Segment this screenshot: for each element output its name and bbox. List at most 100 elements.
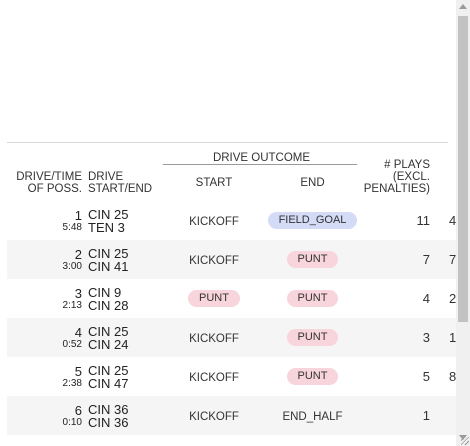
scroll-thumb[interactable] xyxy=(458,16,468,322)
next-column-cell: 4 xyxy=(434,201,456,240)
drive-end-position: TEN 3 xyxy=(88,221,163,234)
drive-table-container: DRIVE OUTCOME # PLAYS (EXCL. PENALTIES) xyxy=(7,142,456,446)
plays-cell: 5 xyxy=(360,357,434,396)
drive-end-position: CIN 28 xyxy=(88,299,163,312)
drive-number: 1 xyxy=(7,209,82,222)
punt-badge: PUNT xyxy=(287,290,339,307)
drive-time-cell: 6 0:10 xyxy=(7,396,88,435)
table-row: 6 0:10 CIN 36 CIN 36 KICKOFF END_HALF 1 xyxy=(7,396,456,435)
drive-start-cell xyxy=(163,435,265,446)
drive-time-cell: 2 3:00 xyxy=(7,240,88,279)
drive-time-cell: 5 2:38 xyxy=(7,357,88,396)
page-viewport: DRIVE OUTCOME # PLAYS (EXCL. PENALTIES) xyxy=(0,0,456,446)
time-of-possession: 3:00 xyxy=(7,261,82,272)
plays-count: 1 xyxy=(423,408,430,423)
plays-cell xyxy=(360,435,434,446)
drive-start-cell: KICKOFF xyxy=(163,201,265,240)
time-of-possession: 2:13 xyxy=(7,300,82,311)
next-column-cell: 8 xyxy=(434,357,456,396)
drive-start-position: CIN 25 xyxy=(88,208,163,221)
drive-start-end-cell: CIN 25 CIN 47 xyxy=(88,357,163,396)
next-column-value: 10 xyxy=(449,330,456,345)
next-column-cell xyxy=(434,435,456,446)
outcome-text: KICKOFF xyxy=(189,333,239,345)
drive-start-end-cell: CIN 25 TEN 3 xyxy=(88,201,163,240)
table-row: 3 2:13 CIN 9 CIN 28 PUNT PUNT 4 2 xyxy=(7,279,456,318)
next-column-value: 7 xyxy=(449,252,456,267)
punt-badge: PUNT xyxy=(287,368,339,385)
drive-start-cell: KICKOFF xyxy=(163,357,265,396)
drive-end-cell: PUNT xyxy=(265,318,360,357)
plays-cell: 4 xyxy=(360,279,434,318)
plays-count: 5 xyxy=(423,369,430,384)
scroll-up-arrow-icon[interactable] xyxy=(459,4,467,9)
plays-count: 4 xyxy=(423,291,430,306)
drive-end-position: CIN 36 xyxy=(88,416,163,429)
drive-start-position: CIN 25 xyxy=(88,325,163,338)
drive-number: 4 xyxy=(7,326,82,339)
punt-badge: PUNT xyxy=(188,290,240,307)
next-column-cell: 10 xyxy=(434,318,456,357)
plays-column-header: # PLAYS (EXCL. PENALTIES) xyxy=(360,142,434,201)
time-of-possession: 2:38 xyxy=(7,378,82,389)
drive-end-cell: PUNT xyxy=(265,357,360,396)
drive-end-cell xyxy=(265,435,360,446)
punt-badge: PUNT xyxy=(287,329,339,346)
drive-start-end-cell: CIN 9 CIN 28 xyxy=(88,279,163,318)
start-end-column-header: DRIVE START/END xyxy=(88,164,163,201)
start-column-header: START xyxy=(163,164,265,201)
drive-start-cell: KICKOFF xyxy=(163,396,265,435)
drive-start-position: CIN 25 xyxy=(88,247,163,260)
table-row: 7CIN 25 xyxy=(7,435,456,446)
time-of-possession: 0:10 xyxy=(7,417,82,428)
drive-start-position: CIN 9 xyxy=(88,286,163,299)
drive-end-position: CIN 41 xyxy=(88,260,163,273)
table-row: 2 3:00 CIN 25 CIN 41 KICKOFF PUNT 7 7 xyxy=(7,240,456,279)
plays-cell: 11 xyxy=(360,201,434,240)
drive-table: DRIVE OUTCOME # PLAYS (EXCL. PENALTIES) xyxy=(7,142,456,446)
drive-rows: 1 5:48 CIN 25 TEN 3 KICKOFF FIELD_GOAL 11 4 2 3:0… xyxy=(7,201,456,446)
drive-time-cell: 4 0:52 xyxy=(7,318,88,357)
drive-start-end-cell: CIN 25 xyxy=(88,435,163,446)
drive-end-cell: END_HALF xyxy=(265,396,360,435)
drive-end-position: CIN 47 xyxy=(88,377,163,390)
drive-start-cell: KICKOFF xyxy=(163,318,265,357)
outcome-text: KICKOFF xyxy=(189,216,239,228)
plays-cell: 1 xyxy=(360,396,434,435)
punt-badge: PUNT xyxy=(287,251,339,268)
drive-start-position: CIN 25 xyxy=(88,364,163,377)
drive-end-cell: PUNT xyxy=(265,240,360,279)
time-of-possession: 5:48 xyxy=(7,222,82,233)
resize-grip-icon[interactable] xyxy=(461,437,469,445)
drive-time-cell: 3 2:13 xyxy=(7,279,88,318)
plays-cell: 3 xyxy=(360,318,434,357)
next-column-cell xyxy=(434,396,456,435)
time-of-possession: 0:52 xyxy=(7,339,82,350)
table-row: 5 2:38 CIN 25 CIN 47 KICKOFF PUNT 5 8 xyxy=(7,357,456,396)
plays-cell: 7 xyxy=(360,240,434,279)
drive-number: 6 xyxy=(7,404,82,417)
outcome-text: KICKOFF xyxy=(189,411,239,423)
drive-number: 3 xyxy=(7,287,82,300)
drive-end-cell: FIELD_GOAL xyxy=(265,201,360,240)
drive-end-cell: PUNT xyxy=(265,279,360,318)
drive-time-cell: 1 5:48 xyxy=(7,201,88,240)
drive-start-end-cell: CIN 36 CIN 36 xyxy=(88,396,163,435)
next-column-cell: 7 xyxy=(434,240,456,279)
drive-start-end-cell: CIN 25 CIN 24 xyxy=(88,318,163,357)
plays-count: 11 xyxy=(417,213,431,228)
end-column-header: END xyxy=(265,164,360,201)
drive-start-position: CIN 36 xyxy=(88,403,163,416)
vertical-scrollbar[interactable] xyxy=(456,0,470,446)
outcome-text: END_HALF xyxy=(282,411,342,423)
drive-time-cell: 7 xyxy=(7,435,88,446)
time-column-header: DRIVE/TIME OF POSS. xyxy=(7,164,88,201)
drive-number: 2 xyxy=(7,248,82,261)
drive-start-end-cell: CIN 25 CIN 41 xyxy=(88,240,163,279)
next-column-cell: 2 xyxy=(434,279,456,318)
next-column-value: 4 xyxy=(449,213,456,228)
outcome-text: KICKOFF xyxy=(189,372,239,384)
outcome-text: KICKOFF xyxy=(189,255,239,267)
drive-outcome-underline xyxy=(163,164,357,165)
